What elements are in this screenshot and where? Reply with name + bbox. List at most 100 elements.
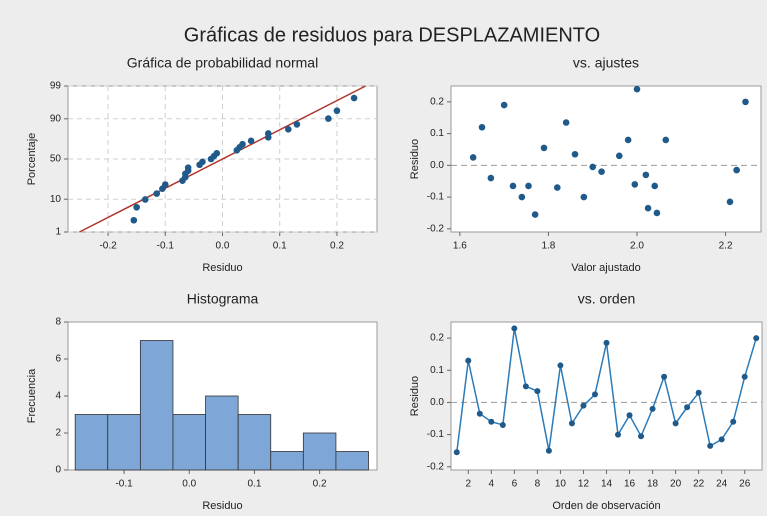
y-tick-label: -0.1	[427, 192, 445, 203]
point	[518, 193, 526, 201]
point	[511, 325, 518, 332]
chart-title: Histograma	[187, 291, 259, 307]
y-tick-label: 10	[50, 194, 62, 205]
point	[350, 94, 358, 102]
x-tick-label: 8	[535, 479, 541, 490]
point	[213, 149, 221, 157]
histogram-bar	[74, 414, 109, 471]
point	[626, 412, 633, 419]
y-tick-label: 0	[55, 465, 61, 476]
point	[633, 85, 641, 93]
x-tick-label: 20	[670, 479, 682, 490]
point	[499, 421, 506, 428]
y-tick-label: 50	[50, 154, 62, 165]
histogram-bar	[172, 414, 206, 471]
point	[478, 123, 486, 131]
y-tick-label: 0.1	[430, 365, 444, 376]
y-axis-label: Porcentaje	[26, 133, 38, 186]
point	[488, 418, 495, 425]
x-tick-label: 6	[512, 479, 518, 490]
chart-title: vs. ajustes	[573, 55, 639, 71]
x-tick-label: 2	[465, 479, 471, 490]
point	[487, 174, 495, 182]
point	[580, 402, 587, 409]
x-tick-label: -0.1	[115, 479, 133, 490]
histogram-bar	[237, 414, 272, 471]
point	[161, 181, 169, 188]
x-tick-label: 12	[578, 479, 590, 490]
point	[534, 388, 541, 395]
point	[500, 101, 508, 109]
point	[695, 389, 702, 396]
point	[730, 418, 737, 425]
x-tick-label: 0.1	[247, 479, 261, 490]
point	[325, 115, 332, 122]
x-tick-label: 10	[555, 479, 567, 490]
point	[562, 119, 570, 126]
x-tick-label: 0.2	[330, 241, 344, 252]
point	[741, 373, 748, 380]
x-tick-label: 24	[716, 479, 728, 490]
point	[707, 442, 714, 449]
x-axis-label: Orden de observación	[552, 500, 660, 512]
x-tick-label: 1.8	[541, 241, 555, 252]
y-tick-label: 99	[50, 81, 62, 92]
point	[603, 339, 610, 346]
point	[615, 431, 622, 438]
x-tick-label: 2.2	[719, 241, 733, 252]
point	[264, 130, 272, 137]
point	[624, 136, 632, 144]
point	[247, 137, 255, 145]
x-tick-label: 14	[601, 479, 613, 490]
point	[476, 410, 483, 417]
point	[465, 357, 472, 364]
point	[649, 405, 656, 412]
point	[589, 163, 597, 171]
y-tick-label: 2	[55, 428, 61, 439]
x-tick-label: 1.6	[453, 241, 467, 252]
point	[293, 121, 301, 128]
point	[540, 144, 548, 152]
y-axis-label: Frecuencia	[26, 368, 38, 423]
point	[684, 404, 691, 411]
x-tick-label: -0.2	[99, 241, 117, 252]
x-axis-label: Valor ajustado	[571, 262, 641, 274]
y-tick-label: 0.0	[430, 397, 444, 408]
y-tick-label: 1	[55, 227, 61, 238]
point	[631, 181, 639, 188]
x-tick-label: 4	[489, 479, 495, 490]
x-tick-label: 0.0	[216, 241, 230, 252]
x-axis-label: Residuo	[202, 262, 242, 274]
point	[644, 204, 652, 212]
x-tick-label: 26	[739, 479, 751, 490]
point	[638, 433, 645, 440]
point	[642, 171, 650, 179]
x-tick-label: 16	[624, 479, 636, 490]
point	[733, 166, 740, 174]
point	[568, 420, 575, 427]
x-axis-label: Residuo	[202, 500, 242, 512]
point	[469, 154, 477, 161]
point	[672, 420, 679, 427]
point	[141, 196, 149, 203]
y-tick-label: 0.2	[430, 333, 444, 344]
y-tick-label: -0.1	[427, 429, 445, 440]
point	[591, 391, 598, 398]
main-title: Gráficas de residuos para DESPLAZAMIENTO	[184, 24, 600, 46]
point	[333, 107, 341, 115]
point	[615, 152, 623, 160]
y-tick-label: 8	[55, 317, 61, 328]
y-axis-label: Residuo	[409, 376, 421, 416]
histogram-bar	[335, 451, 369, 471]
histogram-bar	[139, 340, 174, 471]
point	[726, 198, 734, 206]
point	[662, 136, 670, 144]
chart-title: Gráfica de probabilidad normal	[127, 55, 318, 71]
y-tick-label: 0.2	[430, 97, 444, 108]
point	[239, 140, 246, 148]
x-tick-label: 22	[693, 479, 705, 490]
x-tick-label: 0.1	[273, 241, 287, 252]
plot-area	[450, 85, 762, 233]
fit-line	[79, 85, 366, 233]
